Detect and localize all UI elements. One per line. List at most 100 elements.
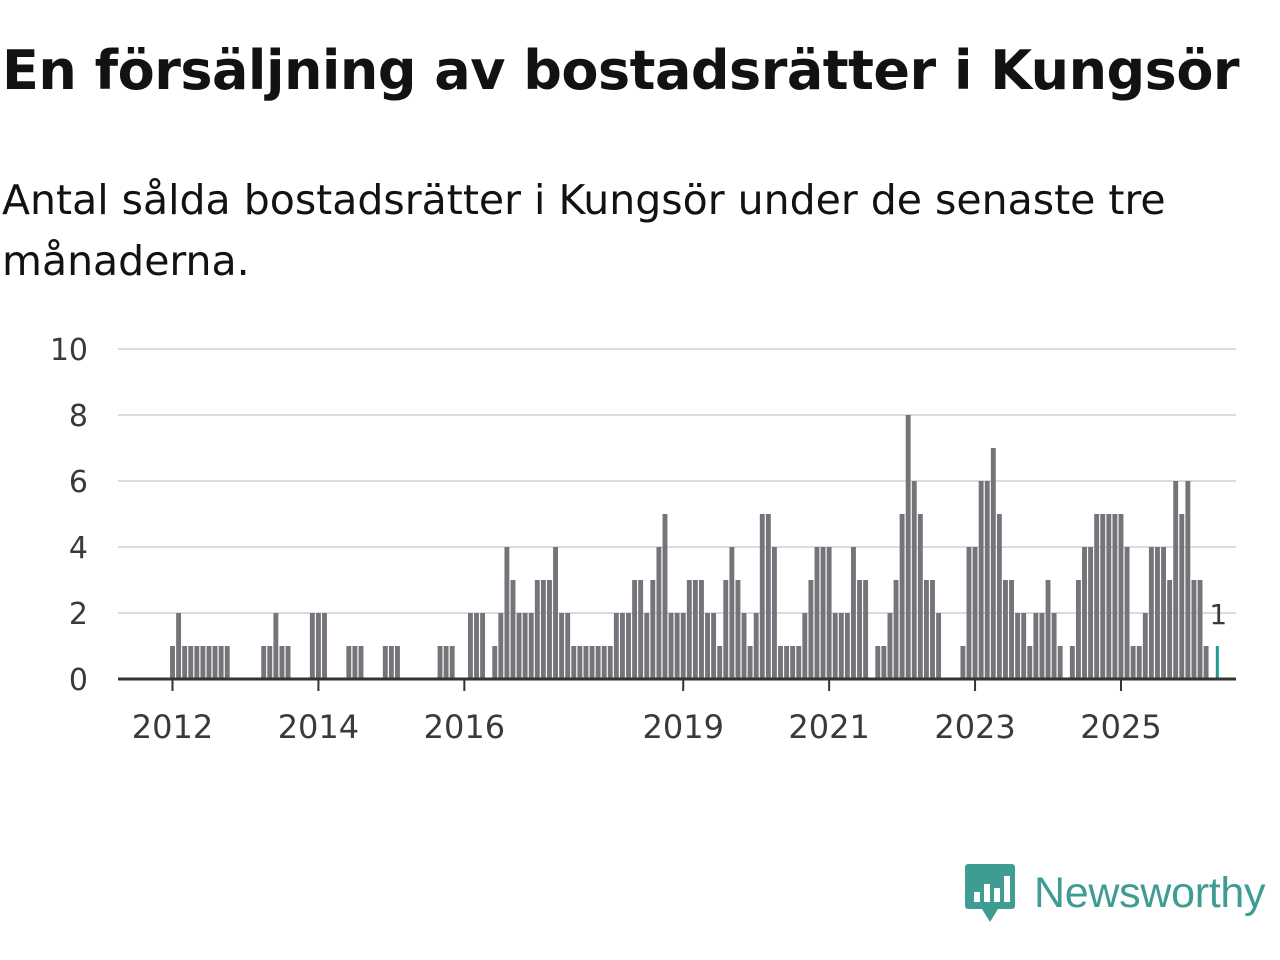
bar <box>589 646 595 679</box>
bar <box>820 547 826 679</box>
y-tick-label: 0 <box>69 663 88 698</box>
bar <box>753 613 759 679</box>
bar <box>206 646 212 679</box>
bar <box>285 646 291 679</box>
bar <box>1130 646 1136 679</box>
bar <box>1075 580 1081 679</box>
bar <box>771 547 777 679</box>
y-tick-label: 4 <box>69 531 88 566</box>
bar <box>358 646 364 679</box>
chart-title: En försäljning av bostadsrätter i Kungsö… <box>2 39 1240 102</box>
bar <box>607 646 613 679</box>
bar <box>1167 580 1173 679</box>
bar <box>668 613 674 679</box>
bar <box>1039 613 1045 679</box>
bar <box>200 646 206 679</box>
bar <box>528 613 534 679</box>
bar <box>170 646 175 679</box>
highlight-value-label: 1 <box>1209 598 1227 631</box>
bar <box>504 547 510 679</box>
bar <box>911 481 917 679</box>
bar <box>917 514 923 679</box>
bar <box>711 613 717 679</box>
bar <box>1106 514 1112 679</box>
bar <box>1203 646 1209 679</box>
bar <box>674 613 680 679</box>
x-tick-label: 2025 <box>1080 708 1161 746</box>
bar <box>844 613 850 679</box>
bar <box>960 646 966 679</box>
bar <box>1009 580 1014 679</box>
bar <box>279 646 285 679</box>
bar <box>802 613 808 679</box>
bar <box>382 646 388 679</box>
bar <box>778 646 783 679</box>
bar <box>309 613 315 679</box>
bar <box>577 646 583 679</box>
bar <box>1148 547 1154 679</box>
bar <box>881 646 887 679</box>
bar <box>1051 613 1057 679</box>
bar <box>638 580 644 679</box>
bar <box>1045 580 1051 679</box>
y-tick-label: 8 <box>69 399 88 434</box>
data-labels: 1 <box>1209 598 1227 631</box>
y-tick-label: 2 <box>69 597 88 632</box>
bar <box>1088 547 1094 679</box>
bar <box>571 646 577 679</box>
bar <box>972 547 978 679</box>
x-tick-label: 2021 <box>788 708 869 746</box>
bar <box>182 646 188 679</box>
bar <box>680 613 686 679</box>
bar <box>735 580 741 679</box>
bar <box>267 646 273 679</box>
bar <box>1136 646 1142 679</box>
newsworthy-logo-icon <box>965 864 1015 922</box>
bar <box>1015 613 1021 679</box>
bar <box>315 613 321 679</box>
bar <box>692 580 698 679</box>
bar <box>1094 514 1100 679</box>
bar <box>188 646 194 679</box>
bar <box>936 613 942 679</box>
bar <box>1057 646 1063 679</box>
bar <box>613 613 619 679</box>
bar <box>1191 580 1197 679</box>
bar <box>741 613 747 679</box>
bar <box>1124 547 1130 679</box>
bar <box>492 646 498 679</box>
bar <box>553 547 558 679</box>
bar <box>899 514 905 679</box>
bar <box>583 646 589 679</box>
y-tick-label: 10 <box>50 333 88 368</box>
bar <box>644 613 650 679</box>
bar <box>1021 613 1027 679</box>
bar <box>790 646 796 679</box>
bar <box>534 580 540 679</box>
bar <box>808 580 814 679</box>
bar <box>1197 580 1203 679</box>
chart-subtitle: Antal sålda bostadsrätter i Kungsör unde… <box>2 176 1166 285</box>
x-tick-label: 2016 <box>424 708 505 746</box>
bar <box>1027 646 1033 679</box>
bar <box>540 580 546 679</box>
y-axis: 0 2 4 6 8 10 <box>50 333 88 698</box>
bar <box>388 646 394 679</box>
bar <box>857 580 862 679</box>
bar <box>1033 613 1039 679</box>
bar <box>650 580 656 679</box>
bar <box>656 547 662 679</box>
bar <box>498 613 504 679</box>
bar <box>1112 514 1118 679</box>
bar <box>699 580 704 679</box>
x-tick-label: 2012 <box>132 708 213 746</box>
bar <box>480 613 486 679</box>
x-tick-label: 2023 <box>934 708 1015 746</box>
bar <box>966 547 972 679</box>
bar <box>1118 514 1124 679</box>
bar <box>510 580 516 679</box>
bar <box>224 646 230 679</box>
bar <box>978 481 984 679</box>
bar <box>905 415 911 679</box>
bar <box>1155 547 1160 679</box>
